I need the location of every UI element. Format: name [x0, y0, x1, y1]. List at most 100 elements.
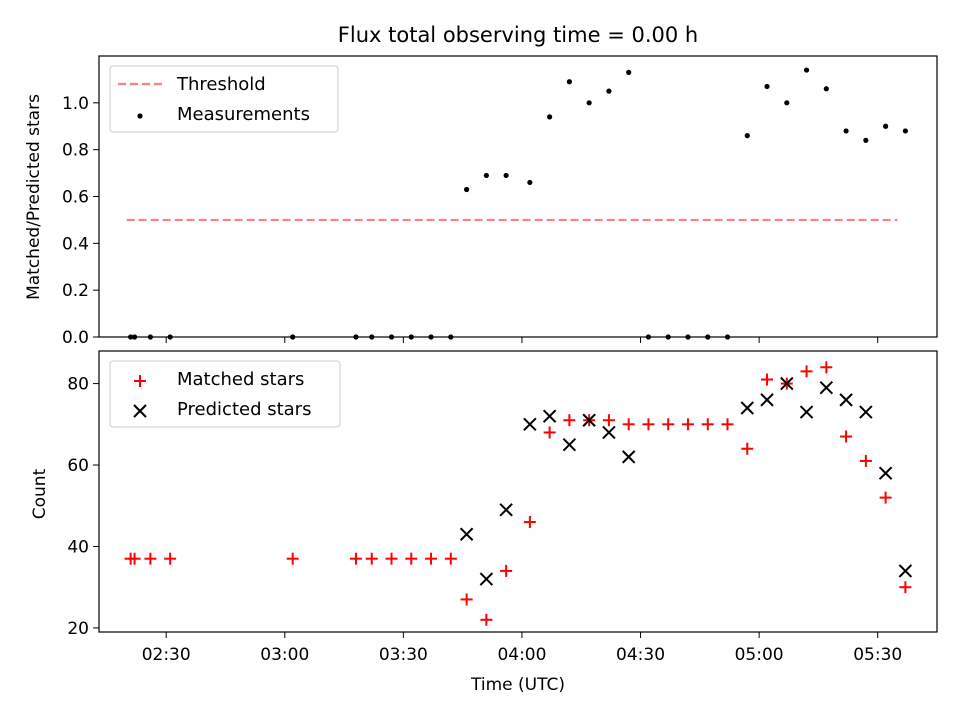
measurements-point — [645, 334, 652, 340]
measurements-point — [167, 334, 173, 340]
predicted-stars-point — [523, 417, 537, 432]
bottom-legend: Matched stars Predicted stars — [109, 360, 341, 428]
matched-stars-point — [879, 491, 892, 504]
matched-stars-point — [899, 581, 912, 594]
predicted-stars-point-b — [878, 466, 893, 480]
measurements-point — [586, 100, 592, 106]
matched-stars-point — [563, 414, 576, 427]
predicted-stars-point — [602, 425, 616, 440]
top-ytick-label: 0.2 — [62, 281, 89, 301]
matched-stars-point — [662, 418, 675, 431]
measurements-point — [147, 334, 153, 340]
measurements-point — [448, 334, 454, 340]
top-legend: Threshold Measurements — [109, 65, 339, 133]
bottom-panel: Count Time (UTC) 20 40 60 80 02:30 03:00 03:3… — [30, 350, 938, 695]
matched-stars-point — [721, 418, 734, 431]
measurements-point — [626, 69, 632, 75]
top-ytick-label: 0.6 — [62, 188, 89, 208]
predicted-stars-point — [799, 405, 814, 419]
predicted-stars-point-b — [780, 376, 794, 391]
predicted-stars-point-b — [499, 503, 513, 517]
predicted-stars-point-b — [562, 437, 577, 452]
matched-stars-point — [681, 418, 694, 431]
measurements-point — [428, 334, 434, 340]
predicted-stars-point — [839, 393, 853, 407]
measurements-point — [503, 172, 509, 179]
matched-stars-point — [500, 564, 513, 577]
predicted-stars-point — [760, 393, 774, 407]
matched-stars-point — [523, 516, 536, 529]
predicted-stars-point-b — [740, 401, 754, 415]
bottom-ytick-label: 20 — [67, 619, 89, 639]
top-ytick-label: 1.0 — [62, 94, 89, 114]
measurements-point — [784, 100, 790, 106]
predicted-stars-point-b — [523, 417, 537, 432]
matched-stars-point — [622, 418, 635, 431]
legend-predicted-label: Predicted stars — [177, 399, 311, 420]
xtick-label: 05:00 — [735, 645, 784, 665]
matched-stars-point — [741, 442, 754, 455]
matched-stars-point — [840, 430, 853, 443]
matched-stars-point — [444, 552, 457, 565]
matched-stars-point — [543, 426, 556, 439]
matched-stars-point — [761, 373, 774, 386]
measurements-point — [705, 334, 711, 340]
predicted-stars-point-b — [582, 413, 596, 427]
matched-stars-point — [859, 454, 872, 467]
legend-measurements-label: Measurements — [177, 104, 310, 125]
matched-stars-point — [425, 552, 438, 565]
measurements-point — [128, 334, 134, 340]
xtick-label: 03:30 — [379, 645, 428, 665]
measurements-point — [547, 114, 553, 120]
legend-threshold-label: Threshold — [176, 74, 266, 95]
measurements-point — [606, 88, 612, 94]
predicted-stars-point — [542, 409, 557, 423]
measurements-point — [290, 334, 296, 340]
matched-stars-point — [642, 418, 655, 431]
bottom-ytick-label: 80 — [67, 375, 89, 395]
measurements-point — [369, 334, 375, 340]
top-legend-box — [109, 65, 339, 133]
legend-measurements-swatch — [137, 113, 143, 119]
legend-predicted-swatch — [133, 404, 147, 418]
matched-stars-point — [385, 552, 398, 565]
predicted-stars-point — [499, 503, 513, 517]
measurements-point — [483, 172, 489, 179]
predicted-stars-point — [621, 450, 636, 464]
predicted-stars-point-b — [459, 527, 474, 541]
xtick-label: 02:30 — [142, 645, 191, 665]
measurements-point — [803, 67, 810, 73]
predicted-stars-point-b — [621, 450, 636, 464]
measurements-point — [843, 128, 849, 134]
bottom-ytick-label: 60 — [67, 456, 89, 476]
matched-stars-point — [602, 414, 615, 427]
matched-stars-point — [800, 365, 813, 378]
legend-matched-label: Matched stars — [177, 369, 304, 390]
xtick-label: 04:30 — [616, 645, 665, 665]
matched-stars-point — [701, 418, 714, 431]
top-y-axis-label: Matched/Predicted stars — [24, 94, 44, 300]
measurements-point — [685, 334, 691, 340]
measurements-point — [527, 179, 533, 186]
predicted-stars-point — [780, 376, 794, 391]
predicted-stars-point — [819, 380, 834, 395]
predicted-stars-point-b — [542, 409, 557, 423]
x-axis-label: Time (UTC) — [470, 675, 565, 695]
bottom-legend-box — [109, 360, 341, 428]
chart-title: Flux total observing time = 0.00 h — [338, 23, 698, 47]
measurements-point — [464, 186, 470, 193]
measurements-point — [665, 334, 671, 340]
measurements-point — [388, 334, 395, 340]
matched-stars-point — [405, 552, 418, 565]
measurements-point — [408, 334, 414, 340]
bottom-ytick-label: 40 — [67, 537, 89, 557]
measurements-point — [883, 123, 889, 129]
measurements-point — [566, 79, 572, 85]
matched-stars-point — [820, 361, 833, 374]
top-ytick-label: 0.0 — [62, 328, 89, 348]
predicted-stars-point — [740, 401, 754, 415]
predicted-stars-point-b — [859, 405, 873, 419]
predicted-stars-point — [582, 413, 596, 427]
predicted-stars-point — [859, 405, 873, 419]
